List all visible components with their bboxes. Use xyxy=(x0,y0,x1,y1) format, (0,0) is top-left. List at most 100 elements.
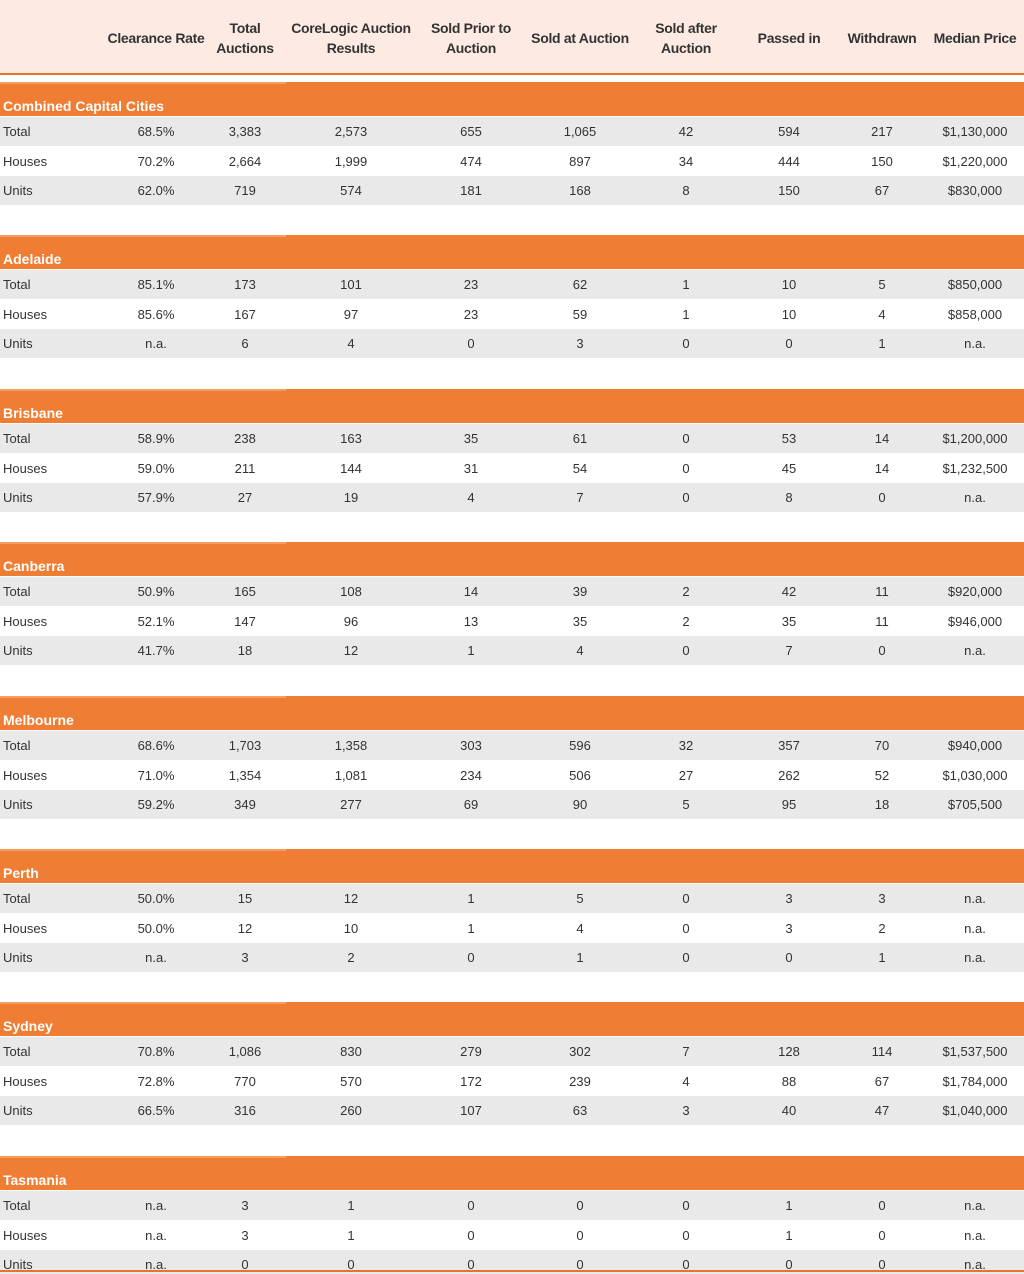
cell-clearance-rate: 58.9% xyxy=(137,431,175,446)
cell-sold-at: 62 xyxy=(572,277,588,292)
cell-clearance-rate: 85.6% xyxy=(137,307,175,322)
cell-withdrawn: 14 xyxy=(874,431,890,446)
row-label: Total xyxy=(3,891,31,906)
cell-withdrawn: 18 xyxy=(874,797,890,812)
table-row: Units 59.2% 349 277 69 90 5 95 18 $705,500 xyxy=(0,790,1024,819)
cell-withdrawn: 47 xyxy=(874,1103,890,1118)
cell-passed-in: 3 xyxy=(785,891,793,906)
cell-sold-at: 239 xyxy=(569,1074,591,1089)
cell-clearance-rate: 62.0% xyxy=(137,183,175,198)
column-header-median-price: Median Price xyxy=(933,29,1017,46)
cell-total-auctions: 18 xyxy=(237,643,253,658)
cell-withdrawn: 14 xyxy=(874,461,890,476)
cell-passed-in: 7 xyxy=(785,643,793,658)
cell-sold-prior: 1 xyxy=(467,921,475,936)
cell-sold-after: 0 xyxy=(682,1198,690,1213)
row-label: Total xyxy=(3,584,31,599)
table-row: Total 70.8% 1,086 830 279 302 7 128 114 $1,537,50… xyxy=(0,1037,1024,1066)
section-header: Tasmania xyxy=(0,1156,1024,1190)
row-label: Units xyxy=(3,643,33,658)
row-label: Total xyxy=(3,1044,31,1059)
section-header-accent xyxy=(0,1156,286,1158)
table-row: Total n.a. 3 1 0 0 0 1 0 n.a. xyxy=(0,1191,1024,1220)
section-header-accent xyxy=(0,1002,286,1004)
cell-corelogic-results: 10 xyxy=(343,921,359,936)
row-label: Units xyxy=(3,490,33,505)
cell-sold-at: 5 xyxy=(576,891,584,906)
cell-median-price: n.a. xyxy=(964,643,986,658)
cell-clearance-rate: 59.2% xyxy=(137,797,175,812)
cell-corelogic-results: 12 xyxy=(343,891,359,906)
cell-median-price: $850,000 xyxy=(947,277,1003,292)
cell-median-price: n.a. xyxy=(964,1198,986,1213)
cell-total-auctions: 3 xyxy=(241,1228,249,1243)
cell-clearance-rate: 66.5% xyxy=(137,1103,175,1118)
cell-median-price: n.a. xyxy=(964,1228,986,1243)
cell-withdrawn: 1 xyxy=(878,336,886,351)
table-row: Houses 70.2% 2,664 1,999 474 897 34 444 150 $1,22… xyxy=(0,147,1024,176)
cell-sold-at: 1 xyxy=(576,950,584,965)
row-label: Houses xyxy=(3,307,48,322)
row-label: Total xyxy=(3,124,31,139)
table-header: Clearance Rate Total Auctions CoreLogic Au… xyxy=(0,0,1024,75)
cell-median-price: $1,232,500 xyxy=(942,461,1008,476)
cell-withdrawn: 0 xyxy=(878,1198,886,1213)
row-label: Houses xyxy=(3,614,48,629)
cell-withdrawn: 3 xyxy=(878,891,886,906)
row-label: Total xyxy=(3,431,31,446)
cell-total-auctions: 3 xyxy=(241,1198,249,1213)
cell-corelogic-results: 574 xyxy=(340,183,362,198)
cell-corelogic-results: 2 xyxy=(347,950,355,965)
cell-sold-at: 90 xyxy=(572,797,588,812)
section-title: Tasmania xyxy=(3,1172,67,1188)
cell-corelogic-results: 4 xyxy=(347,336,355,351)
section-header-accent xyxy=(0,696,286,698)
cell-sold-prior: 0 xyxy=(467,336,475,351)
cell-sold-after: 32 xyxy=(678,738,694,753)
row-label: Units xyxy=(3,183,33,198)
cell-median-price: n.a. xyxy=(964,921,986,936)
table-row: Units n.a. 6 4 0 3 0 0 1 n.a. xyxy=(0,329,1024,358)
cell-sold-prior: 1 xyxy=(467,643,475,658)
cell-total-auctions: 0 xyxy=(241,1257,249,1272)
cell-corelogic-results: 0 xyxy=(347,1257,355,1272)
cell-sold-at: 1,065 xyxy=(563,124,597,139)
cell-corelogic-results: 96 xyxy=(343,614,359,629)
cell-withdrawn: 67 xyxy=(874,183,890,198)
cell-total-auctions: 238 xyxy=(234,431,256,446)
cell-median-price: $1,537,500 xyxy=(942,1044,1008,1059)
row-label: Units xyxy=(3,797,33,812)
cell-total-auctions: 1,354 xyxy=(228,768,262,783)
cell-passed-in: 45 xyxy=(781,461,797,476)
cell-clearance-rate: 70.2% xyxy=(137,154,175,169)
cell-sold-after: 0 xyxy=(682,461,690,476)
cell-withdrawn: 0 xyxy=(878,643,886,658)
section-header: Adelaide xyxy=(0,235,1024,269)
section-header: Melbourne xyxy=(0,696,1024,730)
cell-median-price: $1,030,000 xyxy=(942,768,1008,783)
table-row: Houses 59.0% 211 144 31 54 0 45 14 $1,232,500 xyxy=(0,454,1024,483)
cell-sold-at: 39 xyxy=(572,584,588,599)
cell-median-price: $920,000 xyxy=(947,584,1003,599)
cell-sold-after: 0 xyxy=(682,1257,690,1272)
cell-sold-at: 596 xyxy=(569,738,591,753)
column-header-withdrawn: Withdrawn xyxy=(847,29,917,46)
row-label: Units xyxy=(3,1103,33,1118)
cell-corelogic-results: 1,081 xyxy=(334,768,368,783)
cell-sold-at: 4 xyxy=(576,921,584,936)
section-header: Brisbane xyxy=(0,389,1024,423)
cell-passed-in: 95 xyxy=(781,797,797,812)
cell-withdrawn: 4 xyxy=(878,307,886,322)
cell-clearance-rate: n.a. xyxy=(145,336,167,351)
cell-median-price: $705,500 xyxy=(947,797,1003,812)
cell-withdrawn: 70 xyxy=(874,738,890,753)
cell-total-auctions: 6 xyxy=(241,336,249,351)
cell-clearance-rate: 68.6% xyxy=(137,738,175,753)
section-header-accent xyxy=(0,235,286,237)
cell-median-price: $1,130,000 xyxy=(942,124,1008,139)
cell-median-price: n.a. xyxy=(964,336,986,351)
section-title: Melbourne xyxy=(3,712,74,728)
row-label: Total xyxy=(3,277,31,292)
section-header: Canberra xyxy=(0,542,1024,576)
cell-corelogic-results: 260 xyxy=(340,1103,362,1118)
